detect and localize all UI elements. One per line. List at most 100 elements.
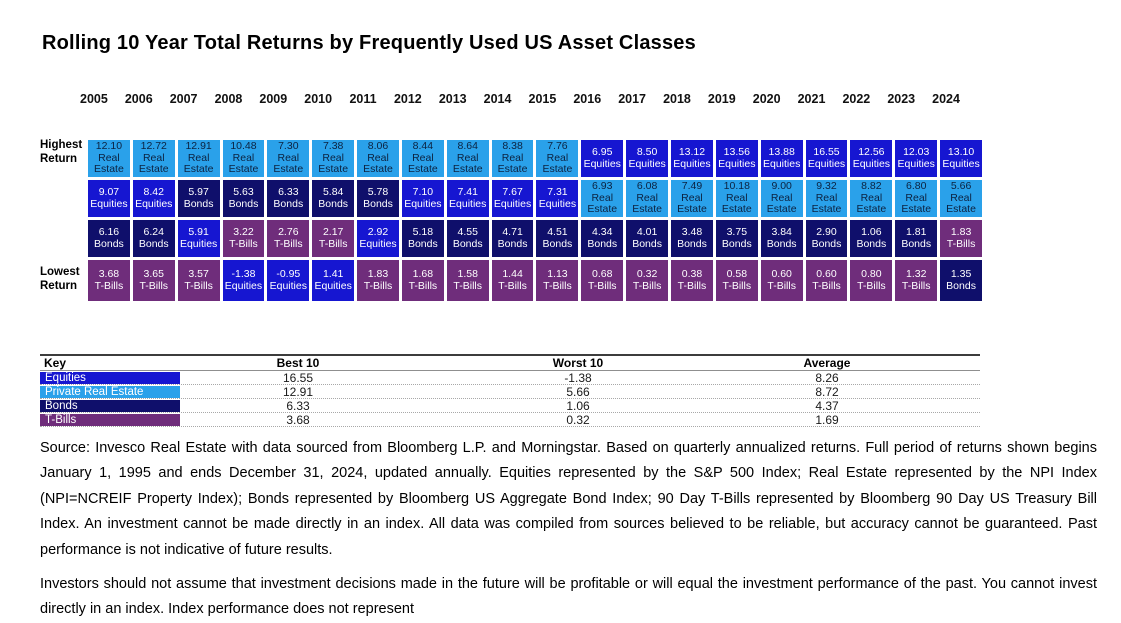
return-cell: 5.18 Bonds: [401, 220, 444, 257]
average-value: 8.72: [815, 385, 839, 399]
return-value: 6.93: [592, 180, 613, 193]
return-cell: 1.41 Equities: [312, 260, 355, 301]
return-value: 0.32: [636, 268, 658, 280]
year-label: 2006: [124, 92, 153, 106]
return-cell: 7.49 Real Estate: [671, 180, 713, 217]
best10-value: 12.91: [282, 385, 314, 399]
return-cell: 4.34 Bonds: [581, 220, 624, 257]
return-cell: 4.51 Bonds: [536, 220, 579, 257]
asset-class-label: Bonds: [677, 237, 707, 250]
return-cell: 12.56 Equities: [850, 140, 893, 177]
return-cell: 7.31 Equities: [536, 180, 579, 217]
return-value: -0.95: [276, 268, 301, 280]
return-value: 9.00: [771, 180, 792, 193]
returns-quilt-grid: 12.10 Real Estate 12.72 Real Estate 12.91 Rea…: [88, 140, 982, 301]
asset-class-label: Real Estate: [721, 191, 752, 216]
return-cell: 9.07 Equities: [88, 180, 130, 217]
asset-class-label: Equities: [942, 157, 980, 170]
asset-class-label: Bonds: [856, 237, 887, 250]
asset-class-label: Bonds: [946, 279, 976, 292]
asset-class-label: Equities: [897, 157, 935, 170]
return-value: 6.95: [592, 146, 613, 158]
key-table: Key Best 10 Worst 10 Average Equities 16.…: [40, 354, 980, 427]
asset-class-label: Bonds: [587, 237, 618, 250]
return-value: 7.76: [547, 140, 568, 153]
return-value: 1.32: [906, 268, 927, 280]
asset-class-label: Real Estate: [811, 191, 842, 216]
footnote-disclaimer: Investors should not assume that investm…: [40, 576, 1097, 618]
return-cell: 12.10 Real Estate: [88, 140, 130, 177]
return-value: 0.68: [592, 268, 613, 280]
return-cell: 2.90 Bonds: [805, 220, 848, 257]
asset-class-label: Bonds: [542, 237, 573, 250]
key-table-header-worst10: Worst 10: [552, 356, 604, 370]
return-cell: 3.57 T-Bills: [177, 260, 220, 301]
asset-class-label: T-Bills: [946, 237, 976, 250]
return-cell: 13.56 Equities: [715, 140, 758, 177]
return-cell: 5.78 Bonds: [357, 180, 399, 217]
key-table-row: Private Real Estate 12.91 5.66 8.72: [40, 385, 980, 399]
asset-class-label: T-Bills: [587, 279, 617, 292]
return-cell: 10.48 Real Estate: [222, 140, 265, 177]
asset-class-label: T-Bills: [94, 279, 124, 292]
worst10-value: 5.66: [566, 385, 590, 399]
asset-class-label: Bonds: [721, 237, 752, 250]
asset-class-label: T-Bills: [184, 279, 213, 292]
return-value: 6.80: [906, 180, 927, 193]
return-cell: 13.12 Equities: [671, 140, 713, 177]
return-value: 5.84: [322, 186, 344, 198]
asset-class-label: Real Estate: [856, 191, 887, 216]
asset-class-label: Real Estate: [407, 151, 438, 176]
return-cell: 5.66 Real Estate: [940, 180, 982, 217]
year-label: 2008: [214, 92, 243, 106]
asset-class-label: T-Bills: [677, 279, 707, 292]
asset-class-label: T-Bills: [229, 237, 258, 250]
return-cell: 5.91 Equities: [177, 220, 220, 257]
return-value: 3.84: [771, 226, 792, 238]
return-value: 7.30: [278, 140, 299, 153]
best10-value: 16.55: [282, 371, 314, 385]
return-cell: 2.92 Equities: [357, 220, 399, 257]
return-cell: 3.65 T-Bills: [132, 260, 175, 301]
return-value: 1.44: [502, 268, 523, 280]
return-value: 0.80: [861, 268, 882, 280]
return-cell: 6.24 Bonds: [132, 220, 175, 257]
asset-class-label: Bonds: [273, 197, 304, 210]
return-cell: 3.75 Bonds: [715, 220, 758, 257]
year-label: 2013: [438, 92, 467, 106]
return-cell: 6.08 Real Estate: [626, 180, 669, 217]
return-cell: 6.95 Equities: [581, 140, 624, 177]
key-table-header-key: Key: [44, 356, 67, 370]
return-value: 6.33: [278, 186, 299, 198]
return-cell: 3.68 T-Bills: [88, 260, 130, 301]
year-label: 2011: [349, 92, 377, 106]
year-label: 2012: [393, 92, 422, 106]
return-value: 12.91: [185, 140, 212, 153]
return-cell: 7.41 Equities: [446, 180, 489, 217]
return-value: 10.18: [723, 180, 750, 193]
return-value: 7.38: [322, 140, 344, 153]
return-cell: 8.44 Real Estate: [401, 140, 444, 177]
year-label: 2019: [707, 92, 736, 106]
asset-class-label: T-Bills: [857, 279, 886, 292]
return-cell: 8.82 Real Estate: [850, 180, 893, 217]
return-cell: 0.38 T-Bills: [671, 260, 713, 301]
asset-class-label: Equities: [538, 197, 577, 210]
return-cell: 1.35 Bonds: [940, 260, 982, 301]
return-cell: 4.55 Bonds: [446, 220, 489, 257]
return-cell: 0.60 T-Bills: [760, 260, 803, 301]
return-value: 8.06: [367, 140, 389, 153]
asset-color-swatch: Bonds: [40, 400, 180, 412]
asset-class-label: Real Estate: [542, 151, 573, 176]
return-cell: 3.48 Bonds: [671, 220, 713, 257]
return-cell: 1.13 T-Bills: [536, 260, 579, 301]
asset-class-label: Equities: [673, 157, 711, 170]
return-value: 0.38: [681, 268, 703, 280]
asset-class-label: Equities: [359, 237, 397, 250]
return-value: 1.06: [861, 226, 882, 238]
asset-class-label: Bonds: [811, 237, 842, 250]
return-value: 9.32: [816, 180, 837, 193]
asset-class-label: Real Estate: [183, 151, 214, 176]
return-value: 1.83: [950, 226, 972, 238]
return-cell: 10.18 Real Estate: [715, 180, 758, 217]
